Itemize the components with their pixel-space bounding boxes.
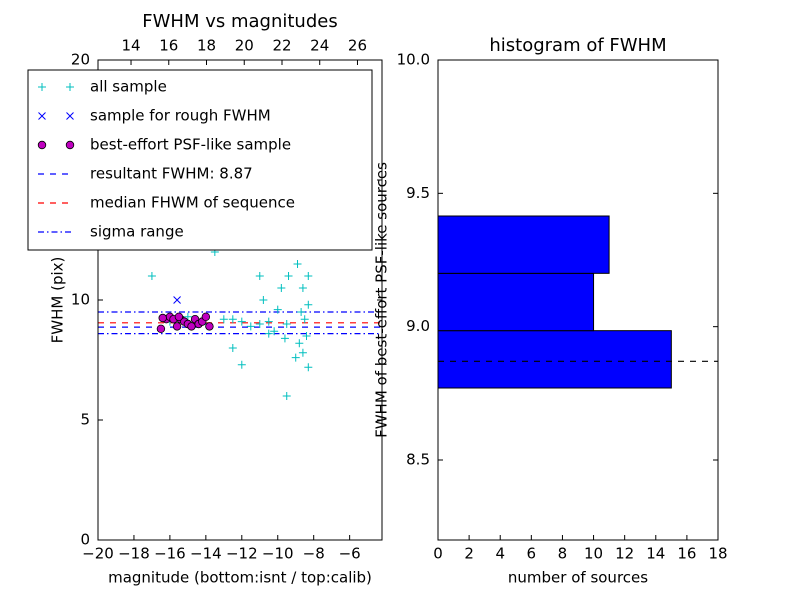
x2-tick-label: 22	[272, 37, 291, 55]
point	[228, 315, 237, 324]
point	[304, 300, 313, 309]
point	[277, 284, 286, 292]
x-tick-label: 2	[464, 545, 474, 563]
x2-tick-label: 20	[235, 37, 254, 55]
legend-label: best-effort PSF-like sample	[90, 136, 291, 154]
point	[302, 332, 311, 340]
point	[259, 296, 268, 304]
point	[264, 317, 273, 326]
x-tick-label: −10	[262, 545, 294, 563]
y-tick-label: 5	[80, 411, 90, 429]
chart-title: histogram of FWHM	[489, 35, 666, 56]
legend-label: all sample	[90, 78, 167, 96]
x2-tick-label: 26	[348, 37, 367, 55]
x-tick-label: 0	[433, 545, 443, 563]
legend-label: resultant FWHM: 8.87	[90, 165, 253, 183]
axes-frame	[97, 59, 383, 541]
legend-marker	[66, 83, 74, 91]
x-tick-label: −18	[118, 545, 150, 563]
point	[255, 272, 264, 280]
x-axis-label: magnitude (bottom:isnt / top:calib)	[108, 569, 372, 587]
point	[293, 260, 302, 268]
point	[237, 360, 246, 369]
point	[187, 322, 196, 331]
x-tick-label: 6	[527, 545, 537, 563]
x2-tick-label: 18	[197, 37, 216, 55]
point	[304, 272, 313, 280]
point	[237, 317, 246, 326]
x-tick-label: 16	[677, 545, 696, 563]
point	[291, 353, 300, 362]
x-tick-label: 4	[495, 545, 505, 563]
point	[156, 324, 166, 333]
x-tick-label: −20	[82, 545, 114, 563]
bar	[437, 272, 595, 332]
x-tick-label: −6	[339, 545, 361, 563]
point	[246, 322, 255, 331]
x-tick-label: 14	[646, 545, 665, 563]
point	[295, 339, 304, 348]
x-tick-label: 10	[584, 545, 603, 563]
bar	[437, 215, 610, 274]
point	[284, 272, 293, 280]
y-tick-label: 20	[71, 51, 90, 69]
point	[298, 284, 307, 292]
point	[228, 344, 237, 352]
y-tick-label: 0	[80, 531, 90, 549]
legend-marker	[37, 140, 47, 150]
point	[172, 322, 182, 331]
y-tick-label: 10	[71, 291, 90, 309]
legend-marker	[66, 112, 74, 120]
y-axis-label: FWHM of best-effort PSF-like sources	[373, 162, 391, 438]
point	[264, 329, 273, 338]
legend-label: sigma range	[90, 223, 184, 241]
point	[300, 315, 309, 324]
point	[273, 305, 282, 314]
point	[270, 327, 279, 336]
point	[297, 308, 306, 316]
x-tick-label: 8	[558, 545, 568, 563]
legend-marker	[65, 140, 75, 150]
point	[282, 320, 291, 328]
x-tick-label: −8	[303, 545, 325, 563]
point	[147, 272, 156, 280]
point	[219, 315, 228, 324]
x-tick-label: −16	[154, 545, 186, 563]
point	[280, 334, 289, 343]
point	[282, 392, 291, 400]
y-tick-label: 9.0	[406, 317, 430, 335]
point	[298, 348, 307, 357]
point	[255, 320, 264, 328]
point	[304, 363, 313, 372]
y-tick-label: 10.0	[397, 51, 430, 69]
bar	[437, 330, 672, 389]
point	[201, 312, 211, 321]
legend-marker	[38, 112, 46, 120]
chart-title: FWHM vs magnitudes	[142, 11, 337, 32]
x-tick-label: 18	[708, 545, 727, 563]
y-tick-label: 8.5	[406, 451, 430, 469]
x-tick-label: −12	[226, 545, 258, 563]
x-tick-label: 12	[615, 545, 634, 563]
point	[173, 296, 181, 304]
x2-tick-label: 16	[159, 37, 178, 55]
point	[205, 322, 214, 331]
x-tick-label: −14	[190, 545, 222, 563]
legend: all sample sample for rough FWHM best-effo…	[27, 69, 373, 251]
legend-box	[27, 69, 373, 251]
legend-marker	[38, 83, 46, 91]
point	[174, 312, 184, 321]
point	[158, 313, 167, 323]
legend-label: sample for rough FWHM	[90, 107, 271, 125]
axes-frame	[437, 59, 719, 541]
y-axis-label: FWHM (pix)	[49, 257, 67, 344]
x2-tick-label: 14	[121, 37, 140, 55]
x2-tick-label: 24	[310, 37, 329, 55]
y-tick-label: 9.5	[406, 184, 430, 202]
legend-label: median FHWM of sequence	[90, 194, 295, 212]
x-axis-label: number of sources	[508, 569, 648, 587]
